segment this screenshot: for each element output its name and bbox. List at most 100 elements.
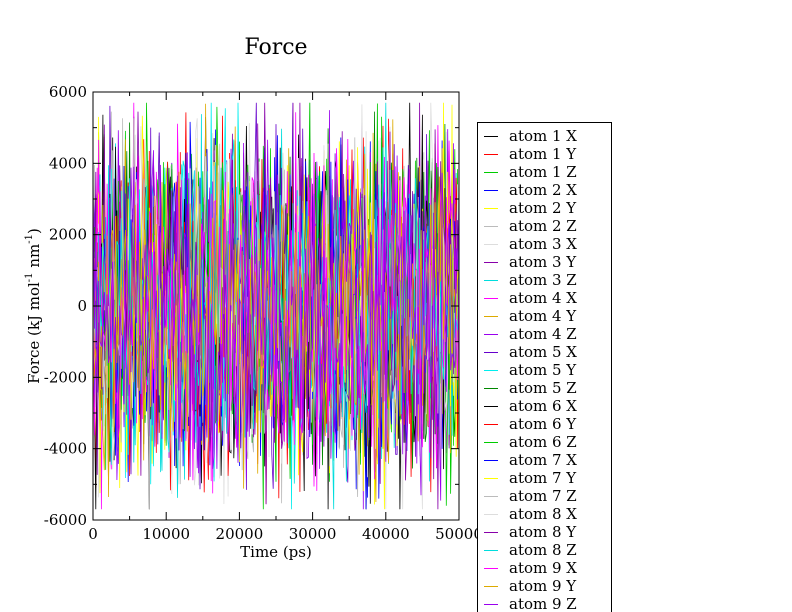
y-axis-label-sup2: -1: [24, 234, 35, 244]
y-tick-label: -2000: [44, 368, 87, 386]
legend-item: atom 1 X: [484, 127, 577, 145]
legend-label: atom 5 Z: [509, 379, 577, 397]
series-line-atom-9-Z: [92, 139, 460, 501]
legend-swatch: [484, 423, 498, 425]
legend-item: atom 3 Z: [484, 271, 577, 289]
legend-label: atom 1 X: [509, 127, 577, 145]
legend-swatch: [484, 153, 498, 155]
legend-item: atom 2 Y: [484, 199, 576, 217]
legend-label: atom 2 Y: [509, 199, 577, 217]
y-axis-label-mid: nm: [25, 244, 43, 273]
chart-title: Force: [244, 35, 307, 60]
x-axis-label: Time (ps): [240, 543, 312, 561]
legend-item: atom 7 Y: [484, 469, 576, 487]
legend-label: atom 5 X: [509, 343, 577, 361]
legend-swatch: [484, 261, 498, 263]
legend-item: atom 1 Z: [484, 163, 577, 181]
legend-swatch: [484, 513, 498, 515]
legend-item: atom 2 Z: [484, 217, 577, 235]
legend-label: atom 3 Y: [509, 253, 577, 271]
legend-item: atom 7 Z: [484, 487, 577, 505]
legend-item: atom 8 X: [484, 505, 577, 523]
legend-item: atom 4 Z: [484, 325, 577, 343]
legend-swatch: [484, 351, 498, 353]
legend-swatch: [484, 243, 498, 245]
legend-swatch: [484, 531, 498, 533]
legend-swatch: [484, 549, 498, 551]
legend-label: atom 3 Z: [509, 271, 577, 289]
legend-item: atom 8 Y: [484, 523, 576, 541]
x-tick-label: 40000: [362, 525, 410, 543]
legend-label: atom 7 X: [509, 451, 577, 469]
legend-item: atom 1 Y: [484, 145, 576, 163]
legend-swatch: [484, 315, 498, 317]
legend-item: atom 8 Z: [484, 541, 577, 559]
legend-swatch: [484, 405, 498, 407]
legend-item: atom 5 X: [484, 343, 577, 361]
legend-item: atom 3 X: [484, 235, 577, 253]
legend-swatch: [484, 135, 498, 137]
y-axis-label-end: ): [25, 228, 43, 234]
legend-label: atom 2 Z: [509, 217, 577, 235]
legend-item: atom 9 X: [484, 559, 577, 577]
legend-label: atom 4 Z: [509, 325, 577, 343]
legend-label: atom 6 Z: [509, 433, 577, 451]
legend-swatch: [484, 387, 498, 389]
y-tick-label: 6000: [49, 83, 87, 101]
legend-swatch: [484, 603, 498, 605]
legend-swatch: [484, 459, 498, 461]
legend-label: atom 7 Y: [509, 469, 577, 487]
y-tick-label: 2000: [49, 226, 87, 244]
legend-label: atom 8 X: [509, 505, 577, 523]
legend-swatch: [484, 477, 498, 479]
legend-swatch: [484, 297, 498, 299]
legend-label: atom 4 Y: [509, 307, 577, 325]
legend-swatch: [484, 369, 498, 371]
legend-swatch: [484, 171, 498, 173]
legend-swatch: [484, 567, 498, 569]
y-axis-label: Force (kJ mol-1 nm-1): [24, 228, 43, 384]
y-tick-label: 4000: [49, 154, 87, 172]
legend-swatch: [484, 207, 498, 209]
legend-label: atom 5 Y: [509, 361, 577, 379]
series-line-atom-9-Y: [92, 119, 460, 503]
y-axis-label-base: Force (kJ mol: [25, 282, 43, 384]
legend-swatch: [484, 225, 498, 227]
legend-label: atom 1 Y: [509, 145, 577, 163]
series-group: [92, 102, 460, 510]
legend-label: atom 8 Y: [509, 523, 577, 541]
x-tick-label: 0: [88, 525, 98, 543]
legend-item: atom 6 Z: [484, 433, 577, 451]
legend-item: atom 5 Z: [484, 379, 577, 397]
legend-label: atom 8 Z: [509, 541, 577, 559]
legend-label: atom 3 X: [509, 235, 577, 253]
legend-item: atom 3 Y: [484, 253, 576, 271]
legend-item: atom 5 Y: [484, 361, 576, 379]
legend-swatch: [484, 333, 498, 335]
legend-label: atom 9 Z: [509, 595, 577, 612]
legend-swatch: [484, 279, 498, 281]
x-tick-label: 10000: [142, 525, 190, 543]
legend-item: atom 6 Y: [484, 415, 576, 433]
legend-item: atom 4 Y: [484, 307, 576, 325]
legend-swatch: [484, 441, 498, 443]
legend-item: atom 7 X: [484, 451, 577, 469]
legend-item: atom 4 X: [484, 289, 577, 307]
legend-item: atom 6 X: [484, 397, 577, 415]
legend-label: atom 2 X: [509, 181, 577, 199]
legend-item: atom 9 Z: [484, 595, 577, 612]
legend-swatch: [484, 495, 498, 497]
legend-label: atom 6 Y: [509, 415, 577, 433]
legend-swatch: [484, 189, 498, 191]
y-axis-label-sup1: -1: [24, 272, 35, 282]
legend-label: atom 9 Y: [509, 577, 577, 595]
y-tick-label: -6000: [44, 511, 87, 529]
x-tick-label: 30000: [289, 525, 337, 543]
y-tick-label: 0: [77, 297, 87, 315]
ticks-group: 0 10000 20000 30000 40000 50000-6000-4000-200…: [44, 83, 483, 543]
legend-label: atom 9 X: [509, 559, 577, 577]
y-tick-label: -4000: [44, 440, 87, 458]
x-tick-label: 20000: [216, 525, 264, 543]
x-tick-label: 50000: [435, 525, 483, 543]
